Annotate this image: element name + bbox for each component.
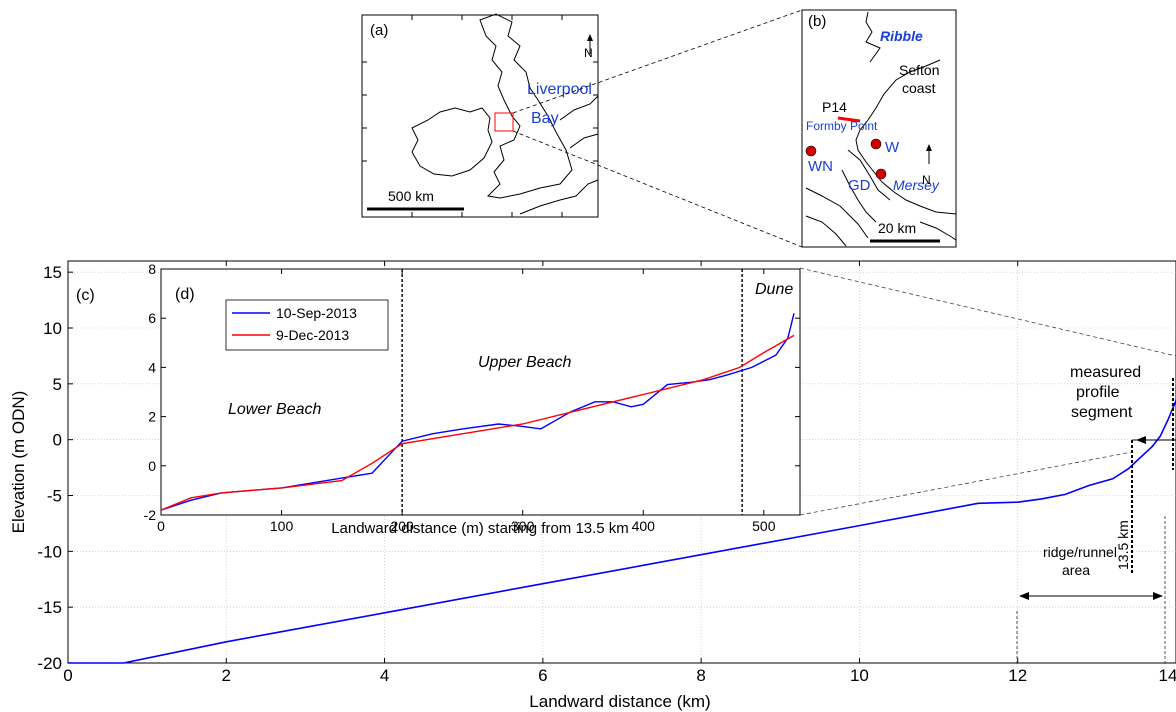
panel-c-x-tick-label: 8 <box>696 666 705 685</box>
connector-a-b-bottom <box>512 130 803 248</box>
north-arrow-a-head <box>587 34 593 41</box>
scale-label-b: 20 km <box>878 220 916 236</box>
scale-label-a: 500 km <box>388 188 434 204</box>
site-gd-marker <box>875 168 887 180</box>
panel-c-y-tick-label: -10 <box>37 542 62 561</box>
north-label-a: N <box>584 46 593 60</box>
panel-c-x-tick-label: 0 <box>63 666 72 685</box>
panel-d-y-tick-label: 2 <box>148 409 156 425</box>
zoom-connector-bottom <box>799 451 1133 516</box>
panel-d-x-tick-label: 200 <box>390 518 414 534</box>
ridge-arrow-right-head <box>1153 592 1163 600</box>
panel-c-x-tick-label: 6 <box>538 666 547 685</box>
connector-a-b-top <box>512 9 803 114</box>
panel-c-y-tick-label: -20 <box>37 654 62 673</box>
segment-arrow-head <box>1136 436 1146 444</box>
panel-d-x-tick-label: 500 <box>752 518 776 534</box>
panel-a-frame <box>361 14 599 218</box>
measured-label-2: profile <box>1076 384 1120 401</box>
site-w-marker <box>870 138 882 150</box>
panel-c-x-tick-label: 4 <box>380 666 389 685</box>
panel-d-x-tick-label: 100 <box>270 518 294 534</box>
panel-d-y-tick-label: -2 <box>144 507 157 523</box>
ridge-label-2: area <box>1062 562 1090 578</box>
zone-dune: Dune <box>755 281 793 298</box>
profile-p14-line <box>837 116 861 123</box>
panel-d-x-tick-label: 0 <box>157 518 165 534</box>
panel-b-coastline <box>805 11 957 247</box>
panel-b: P14 Formby Point Ribble Sefton coast W W… <box>801 9 957 248</box>
measured-label-3: segment <box>1071 404 1133 421</box>
panel-c-x-axis-label: Landward distance (km) <box>529 692 710 711</box>
panel-c-y-tick-label: -15 <box>37 598 62 617</box>
panel-c-y-tick-label: 0 <box>53 431 62 450</box>
panel-d-y-tick-label: 4 <box>148 359 156 375</box>
panel-c-x-tick-label: 10 <box>850 666 869 685</box>
panel-d-zone-lines <box>401 269 743 515</box>
zoom-connector-top <box>799 267 1176 357</box>
panel-d-y-tick-label: 8 <box>148 261 156 277</box>
panel-d-x-tick-label: 400 <box>632 518 656 534</box>
panel-c-y-tick-label: 15 <box>43 263 62 282</box>
panel-d-x-axis-label: Landward distance (m) starting from 13.5… <box>331 520 629 537</box>
site-w-label: W <box>885 139 900 156</box>
zone-upper-beach: Upper Beach <box>478 354 571 371</box>
legend-label-dec: 9-Dec-2013 <box>276 327 349 343</box>
panel-d-x-tick-label: 300 <box>511 518 535 534</box>
site-gd-label: GD <box>848 177 871 194</box>
km-13-5-label: 13.5 km <box>1115 520 1131 570</box>
profile-p14-label: P14 <box>822 99 847 115</box>
panel-c-y-tick-label: 5 <box>53 375 62 394</box>
mersey-label: Mersey <box>893 177 940 193</box>
site-wn-marker <box>805 145 817 157</box>
bay-label: Bay <box>531 110 559 127</box>
panel-c-y-tick-label: -5 <box>47 487 62 506</box>
panel-c-x-tick-label: 14 <box>1159 666 1176 685</box>
panel-a: (a) Liverpool Bay N 500 km <box>361 13 599 218</box>
panel-d-legend: 10-Sep-2013 9-Dec-2013 <box>225 299 389 351</box>
panel-d-y-tick-label: 0 <box>148 458 156 474</box>
panel-b-label: (b) <box>808 13 826 30</box>
zone-lower-beach: Lower Beach <box>228 401 321 418</box>
formby-point-label: Formby Point <box>806 119 878 133</box>
measured-label-1: measured <box>1070 364 1141 381</box>
liverpool-label: Liverpool <box>527 81 592 98</box>
north-arrow-b-head <box>926 144 932 151</box>
panel-a-ticks <box>362 15 598 217</box>
panel-c-y-axis-label: Elevation (m ODN) <box>9 391 28 534</box>
panel-a-label: (a) <box>370 22 388 39</box>
site-wn-label: WN <box>808 158 833 175</box>
panel-d-series-dec <box>160 334 795 511</box>
liverpool-bay-box <box>494 112 514 132</box>
panel-c-profile-line <box>68 392 1176 664</box>
sefton-label-2: coast <box>902 80 936 96</box>
panel-d-y-tick-label: 6 <box>148 310 156 326</box>
panel-c-label: (c) <box>76 287 95 304</box>
ribble-label: Ribble <box>880 28 923 44</box>
panel-c-x-tick-label: 2 <box>222 666 231 685</box>
panel-c-x-tick-label: 12 <box>1008 666 1027 685</box>
ridge-arrow-left-head <box>1019 592 1029 600</box>
panel-a-coastline <box>411 13 599 215</box>
legend-box <box>225 299 389 351</box>
ridge-label-1: ridge/runnel <box>1043 544 1117 560</box>
panel-d-label: (d) <box>175 286 195 303</box>
panel-c-y-tick-label: 10 <box>43 319 62 338</box>
sefton-label-1: Sefton <box>899 62 939 78</box>
north-label-b: N <box>922 173 931 187</box>
legend-label-sep: 10-Sep-2013 <box>276 305 357 321</box>
